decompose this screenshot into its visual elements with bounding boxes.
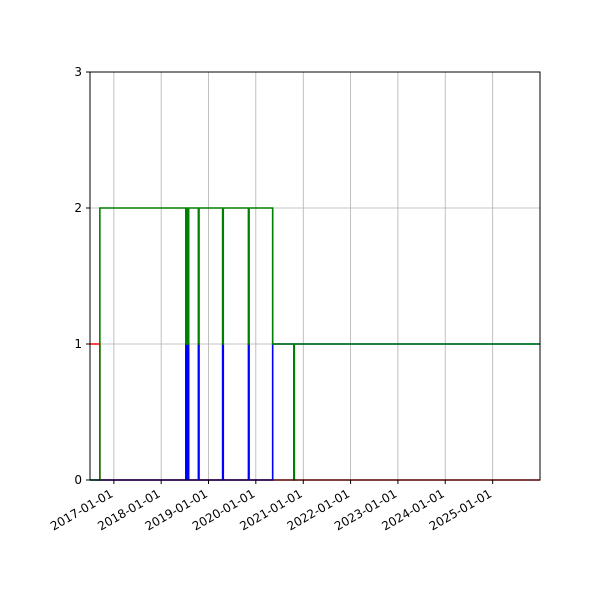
series-line-2 bbox=[90, 207, 540, 481]
series-line-0 bbox=[90, 343, 540, 481]
x-axis-ticks: 2017-01-012018-01-012019-01-012020-01-01… bbox=[48, 480, 494, 533]
y-tick-label-0: 0 bbox=[74, 473, 82, 487]
plot-frame bbox=[89, 71, 541, 481]
series-line-1 bbox=[90, 343, 540, 481]
y-tick-label-2: 2 bbox=[74, 201, 82, 215]
y-tick-label-3: 3 bbox=[74, 65, 82, 79]
y-axis-ticks: 0 1 2 3 bbox=[74, 65, 90, 487]
y-tick-label-1: 1 bbox=[74, 337, 82, 351]
grid bbox=[90, 72, 540, 480]
